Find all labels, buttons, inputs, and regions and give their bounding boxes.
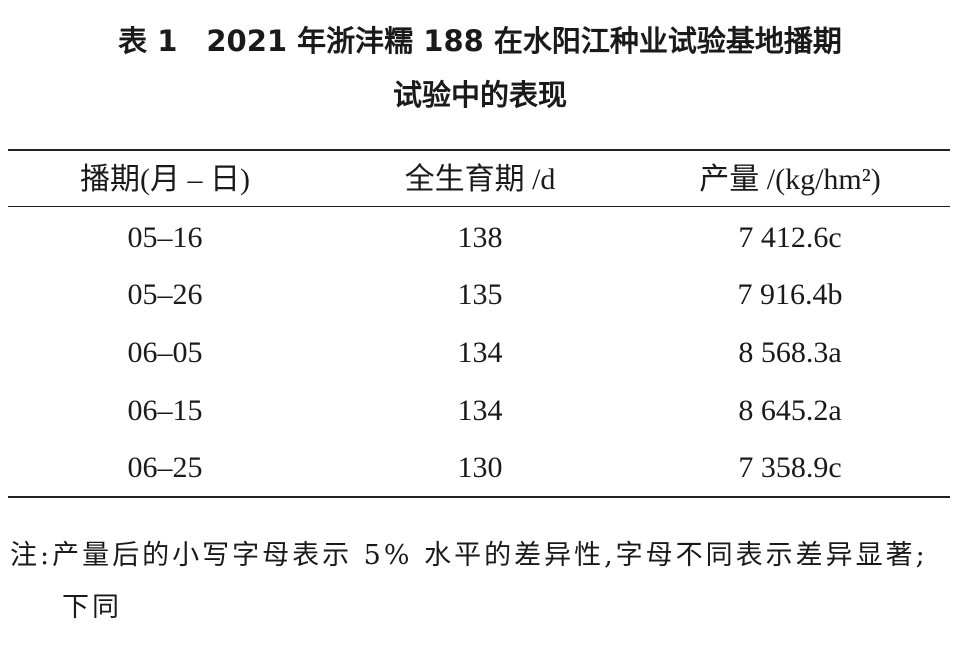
table-cell: 135 — [457, 278, 503, 311]
table-cell: 05–16 — [127, 221, 203, 254]
table-note: 注:产量后的小写字母表示 5% 水平的差异性,字母不同表示差异显著;下同 — [10, 540, 928, 623]
table-cell: 130 — [457, 451, 503, 484]
table-cell: 134 — [457, 394, 503, 427]
header-rule — [8, 206, 950, 207]
table-title: 试验中的表现 — [392, 78, 567, 112]
table-cell: 8 645.2a — [738, 394, 842, 427]
column-header: 产量 /(kg/hm²) — [699, 163, 881, 196]
column-header: 播期(月 – 日) — [80, 163, 250, 196]
table-cell: 8 568.3a — [738, 336, 842, 369]
table-cell: 7 916.4b — [737, 278, 843, 311]
table-cell: 138 — [457, 221, 503, 254]
bottom-rule — [8, 496, 950, 498]
table-cell: 06–15 — [127, 394, 203, 427]
table-cell: 134 — [457, 336, 503, 369]
table-cell: 06–05 — [127, 336, 203, 369]
table-cell: 06–25 — [127, 451, 203, 484]
column-header: 全生育期 /d — [404, 163, 556, 196]
table-cell: 7 358.9c — [738, 451, 842, 484]
table-cell: 7 412.6c — [738, 221, 842, 254]
top-rule — [8, 149, 950, 151]
table-title: 表 1 2021 年浙沣糯 188 在水阳江种业试验基地播期 — [118, 24, 842, 58]
table-cell: 05–26 — [127, 278, 203, 311]
